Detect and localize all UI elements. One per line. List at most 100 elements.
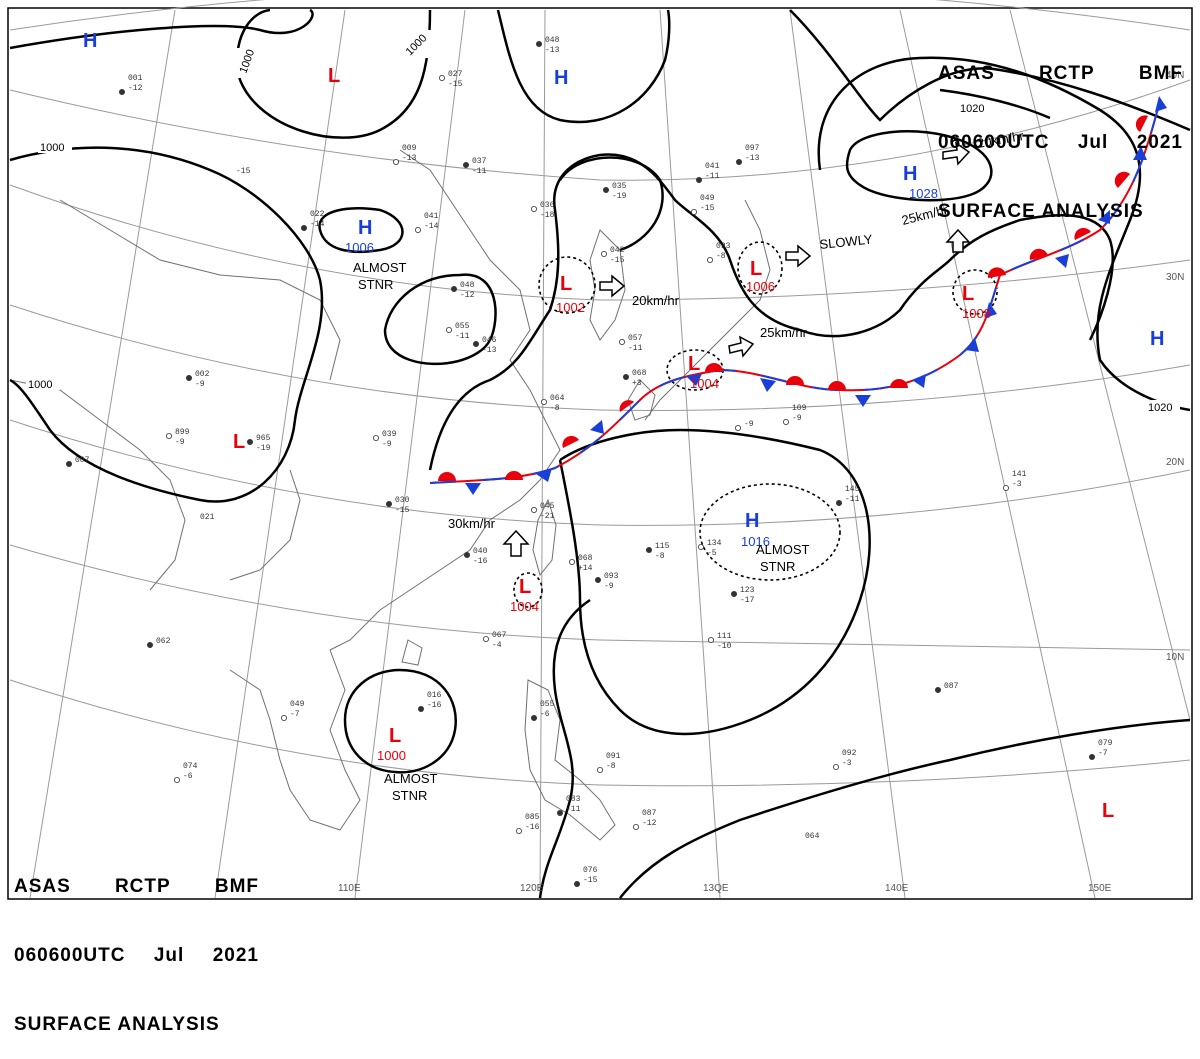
station-marker	[569, 559, 576, 566]
station-marker	[462, 161, 469, 168]
station-value: 083	[566, 795, 581, 804]
station-value: -11	[472, 167, 487, 176]
system-note: ALMOST STNR	[756, 542, 810, 574]
station-value: 036	[540, 201, 555, 210]
station-marker	[119, 89, 126, 96]
station-value: -14	[310, 220, 325, 229]
station-value: -13	[745, 154, 760, 163]
station-value: -11	[566, 805, 581, 814]
station-marker	[66, 460, 73, 467]
station-value: -4	[492, 641, 502, 650]
low-pressure-symbol: L	[962, 283, 974, 305]
station-value: -10	[717, 642, 732, 651]
station-value: 057	[628, 334, 643, 343]
station-value: 035	[612, 182, 627, 191]
station-plots: 048-13027-15037-11036-18035-19042-15048-…	[66, 36, 1113, 888]
station-value: 041	[705, 162, 720, 171]
low-pressure-symbol: L	[328, 65, 340, 87]
station-value: 037	[472, 157, 487, 166]
station-value: -11	[845, 495, 860, 504]
station-value: 045	[540, 502, 555, 511]
station-marker	[735, 424, 742, 431]
isobars	[9, 8, 1191, 899]
station-marker	[472, 340, 479, 347]
station-marker	[482, 636, 489, 643]
station-value: 965	[256, 434, 271, 443]
station-marker	[707, 256, 714, 263]
station-value: -8	[716, 252, 726, 261]
station-marker	[531, 715, 538, 722]
pressure-value: 1002	[556, 300, 585, 315]
station-value: -18	[540, 211, 555, 220]
station-value: 046	[482, 336, 497, 345]
header-time: 060600UTC	[14, 945, 126, 966]
station-marker	[385, 500, 392, 507]
station-marker	[736, 158, 743, 165]
pressure-systems: H L H H 1006 ALMOST STNR L 1002 L 1006 H …	[83, 30, 1164, 822]
station-value: -3	[1012, 480, 1022, 489]
station-value: -13	[402, 154, 417, 163]
station-marker	[414, 226, 421, 233]
lat-label: 30N	[1166, 272, 1184, 283]
header-origin: RCTP	[114, 876, 171, 897]
station-value: +3	[632, 379, 642, 388]
high-pressure-symbol: H	[358, 217, 372, 239]
movement-speed: SLOWLY	[819, 231, 874, 252]
isobar-1028-ring	[845, 130, 993, 202]
low-pressure-symbol: L	[233, 431, 245, 453]
station-value: -8	[550, 404, 560, 413]
isobar-h-ring	[318, 206, 404, 254]
system-note: ALMOST STNR	[384, 771, 438, 803]
station-marker	[450, 285, 457, 292]
station-value: -15	[448, 80, 463, 89]
isobar-east-1020	[789, 9, 1191, 132]
station-value: -11	[628, 344, 643, 353]
pressure-value: 1000	[377, 748, 406, 763]
station-value: -9	[744, 420, 754, 429]
station-value: -13	[482, 346, 497, 355]
low-pressure-symbol: L	[519, 576, 531, 598]
station-marker	[696, 176, 703, 183]
map-header-bottom: ASAS RCTP BMF 060600UTC Jul 2021 SURFACE ANA…	[14, 829, 259, 1059]
station-marker	[438, 75, 445, 82]
isobar-se	[619, 718, 1191, 899]
station-value: 016	[427, 691, 442, 700]
station-value: 093	[716, 242, 731, 251]
station-marker	[691, 208, 698, 215]
station-value: +14	[578, 564, 593, 573]
system-note: ALMOST STNR	[353, 260, 407, 292]
station-value: 123	[740, 586, 755, 595]
high-pressure-symbol: H	[1150, 328, 1164, 350]
isobar-label: 1020	[960, 103, 984, 115]
station-value: 062	[156, 637, 171, 646]
header-agency: ASAS	[938, 63, 995, 84]
station-value: -16	[427, 701, 442, 710]
station-value: 091	[606, 752, 621, 761]
isobar-1020-label-line	[939, 88, 1051, 120]
station-value: -8	[606, 762, 616, 771]
station-marker	[935, 687, 942, 694]
isobar-big-loop	[428, 153, 1114, 471]
isobar-label: 1000	[40, 142, 64, 154]
station-value: 027	[448, 70, 463, 79]
low-pressure-symbol: L	[688, 353, 700, 375]
station-value: 064	[805, 832, 820, 841]
station-value: -16	[473, 557, 488, 566]
lon-label: 13QE	[703, 883, 729, 894]
station-value: 092	[842, 749, 857, 758]
station-value: -9	[792, 414, 802, 423]
low-pressure-symbol: L	[560, 273, 572, 295]
station-value: 115	[655, 542, 670, 551]
station-value: -15	[236, 167, 251, 176]
station-marker	[173, 777, 180, 784]
isobar-sw-trough	[538, 598, 591, 899]
header-source: BMF	[1138, 63, 1183, 84]
station-marker	[531, 506, 538, 513]
station-value: -21	[540, 512, 555, 521]
station-marker	[574, 881, 581, 888]
low-pressure-symbol: L	[1102, 800, 1114, 822]
isobar-south-loop	[558, 428, 871, 736]
station-value: -5	[707, 549, 717, 558]
station-value: 022	[310, 210, 325, 219]
isobar-1020-outer	[817, 56, 1191, 412]
